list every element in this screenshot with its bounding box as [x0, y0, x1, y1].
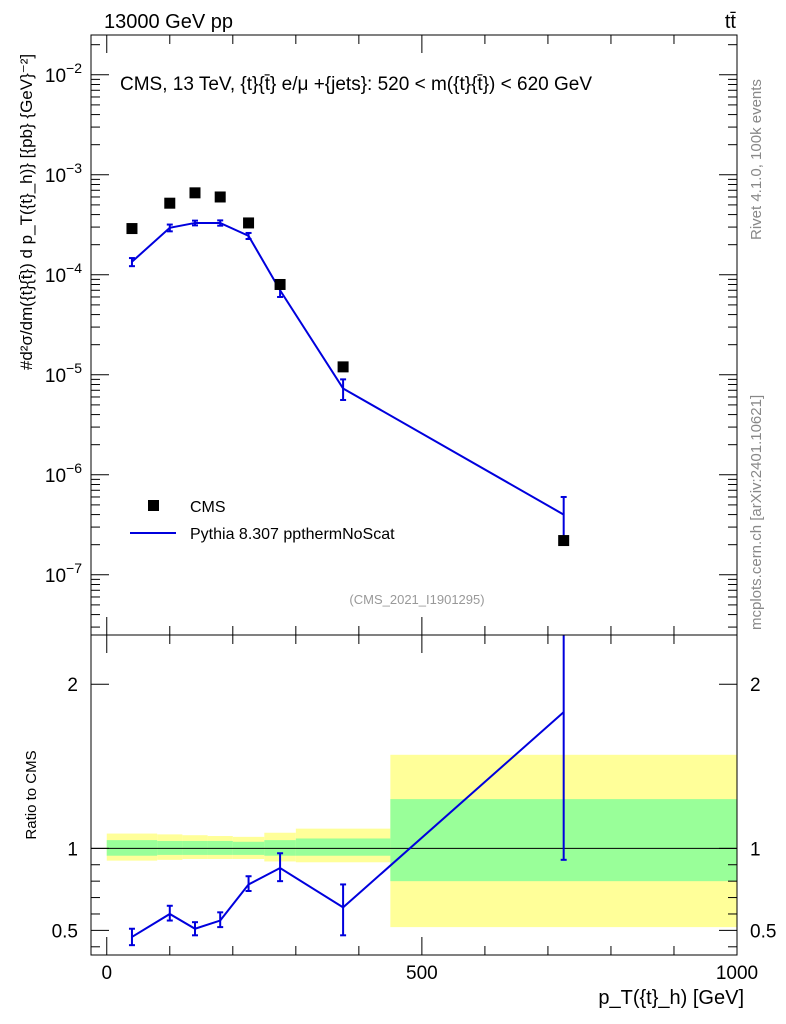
main-y-tick-label: 10−4	[45, 260, 82, 287]
cms-data-point	[274, 278, 286, 290]
ratio-y-ticks: 0.5 0.5 1 1 2 2	[52, 675, 776, 948]
cms-data-point	[189, 187, 201, 199]
legend-label-mc: Pythia 8.307 ppthermNoScat	[190, 526, 395, 543]
main-frame	[90, 34, 738, 636]
ratio-marks	[128, 635, 567, 947]
site-label: mcplots.cern.ch [arXiv:2401.10621]	[748, 395, 765, 630]
legend: CMS Pythia 8.307 ppthermNoScat	[130, 499, 395, 543]
rivet-label: Rivet 4.1.0, 100k events	[748, 79, 765, 240]
ratio-y-tick-label-right: 2	[750, 675, 761, 696]
ratio-y-tick-label-left: 2	[67, 675, 78, 696]
legend-marker-cms	[148, 500, 159, 511]
main-y-tick-label: 10−6	[45, 460, 82, 487]
analysis-id: (CMS_2021_I1901295)	[349, 592, 484, 607]
ratio-y-tick-label-left: 0.5	[52, 921, 78, 942]
ratio-panel: 0.5 0.5 1 1 2 2 0 500 1000 Ratio to CMS p_T({t}…	[23, 634, 776, 1009]
cms-data-point	[243, 217, 255, 229]
mc-line	[131, 221, 565, 516]
cms-data-point	[214, 191, 226, 203]
main-y-tick-label: 10−3	[45, 160, 82, 187]
ratio-band-inner	[295, 838, 391, 856]
x-tick-label: 1000	[716, 963, 758, 984]
ratio-line	[131, 711, 565, 938]
chart-title: CMS, 13 TeV, {t}{t̄} e/μ +{jets}: 520 < …	[120, 74, 592, 95]
x-tick-label: 0	[101, 963, 112, 984]
ratio-y-axis-label: Ratio to CMS	[23, 750, 40, 839]
ratio-y-tick-label-right: 0.5	[750, 921, 776, 942]
ratio-y-tick-label-right: 1	[750, 839, 761, 860]
main-x-ticks	[106, 35, 738, 635]
main-y-tick-label: 10−5	[45, 360, 82, 387]
ratio-y-tick-label-left: 1	[67, 839, 78, 860]
main-y-ticks: 10−7 10−6 10−5 10−4 10−3 10−2	[45, 44, 737, 628]
cms-data-point	[126, 223, 138, 235]
ratio-frame	[90, 634, 738, 956]
cms-data-point	[337, 361, 349, 373]
energy-label: 13000 GeV pp	[104, 11, 233, 33]
ratio-x-ticks: 0 500 1000	[101, 635, 758, 984]
cms-data-point	[164, 197, 176, 209]
legend-label-cms: CMS	[190, 499, 226, 516]
x-axis-label: p_T({t}_h) [GeV]	[598, 987, 744, 1009]
main-y-tick-label: 10−7	[45, 560, 82, 587]
ratio-bands	[106, 754, 737, 928]
main-marks	[126, 187, 570, 547]
main-y-axis-label: #d²σ/dm({t}{t̄}) d p_T({t}_h)} [{pb} {Ge…	[17, 54, 36, 370]
x-tick-label: 500	[406, 963, 438, 984]
cms-data-point	[558, 535, 570, 547]
main-panel: 10−7 10−6 10−5 10−4 10−3 10−2 CMS, 13 TeV, {t…	[17, 34, 738, 636]
process-label: tt̄	[725, 11, 737, 33]
main-y-tick-label: 10−2	[45, 60, 82, 87]
